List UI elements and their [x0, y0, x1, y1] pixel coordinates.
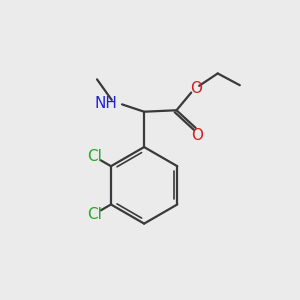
Text: O: O — [190, 81, 202, 96]
Text: Cl: Cl — [87, 149, 102, 164]
Text: NH: NH — [95, 96, 118, 111]
Text: O: O — [191, 128, 203, 143]
Text: Cl: Cl — [87, 206, 102, 221]
